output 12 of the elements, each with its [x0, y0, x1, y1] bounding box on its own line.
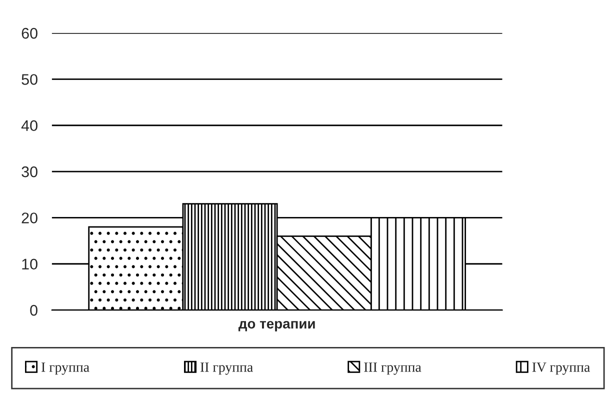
- y-tick-label: 60: [22, 28, 38, 39]
- x-tick-label: до терапии: [238, 320, 315, 332]
- legend-label: II группа: [200, 362, 253, 375]
- y-tick-label: 0: [30, 304, 38, 316]
- y-tick-label: 50: [22, 74, 38, 85]
- y-tick-label: 10: [22, 258, 38, 270]
- y-tick-label: 40: [21, 120, 38, 132]
- y-tick-label: 20: [22, 212, 38, 224]
- legend-label: III группа: [364, 362, 422, 375]
- legend-label: IV группа: [532, 362, 590, 375]
- legend-label: I группа: [42, 362, 90, 375]
- y-tick-label: 30: [22, 166, 38, 178]
